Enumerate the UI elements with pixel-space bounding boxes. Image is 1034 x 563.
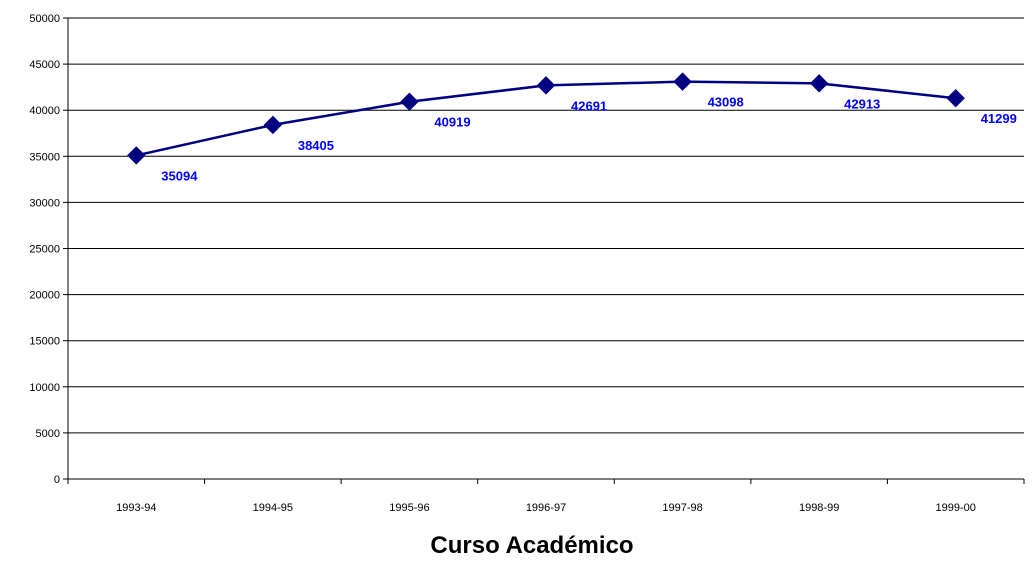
- data-point-marker: [127, 146, 146, 165]
- data-label: 43098: [708, 95, 744, 110]
- x-tick-label: 1997-98: [662, 502, 702, 514]
- x-tick-label: 1998-99: [799, 502, 839, 514]
- data-label: 38405: [298, 138, 334, 153]
- y-tick-label: 5000: [36, 428, 60, 440]
- data-point-marker: [536, 76, 556, 95]
- series: [127, 72, 965, 165]
- x-tick-labels: 1993-94 1994-95 1995-96 1996-97 1997-98 1998-…: [116, 502, 976, 514]
- y-tick-label: 15000: [29, 336, 60, 348]
- y-tick-labels: 0 5000 10000 15000 20000 25000 30000 35000 40000…: [29, 13, 60, 486]
- y-tick-label: 25000: [29, 244, 60, 256]
- y-tick-label: 45000: [29, 59, 60, 71]
- y-tick-label: 35000: [29, 151, 60, 163]
- y-tick-label: 50000: [29, 13, 60, 25]
- y-tick-label: 20000: [29, 290, 60, 302]
- data-label: 40919: [434, 115, 470, 130]
- gridlines: [68, 17, 1024, 434]
- data-labels: 35094 38405 40919 42691 43098 42913 41299: [161, 95, 1017, 184]
- x-tick-label: 1996-97: [526, 502, 566, 514]
- data-point-marker: [400, 92, 419, 111]
- x-tick-label: 1993-94: [116, 502, 156, 514]
- x-axis-title: Curso Académico: [430, 532, 633, 559]
- axes: [63, 17, 1025, 484]
- x-tick-label: 1995-96: [389, 502, 429, 514]
- data-label: 42913: [844, 96, 880, 111]
- data-label: 42691: [571, 98, 607, 113]
- x-tick-label: 1999-00: [936, 502, 976, 514]
- data-point-marker: [809, 74, 829, 93]
- x-tick-label: 1994-95: [253, 502, 293, 514]
- data-point-marker: [673, 72, 692, 91]
- y-tick-label: 30000: [29, 197, 60, 209]
- y-tick-label: 0: [54, 474, 60, 486]
- data-point-marker: [263, 115, 283, 135]
- data-label: 41299: [981, 111, 1017, 126]
- y-tick-label: 10000: [29, 382, 60, 394]
- data-label: 35094: [161, 168, 198, 183]
- data-point-marker: [946, 89, 965, 108]
- y-tick-label: 40000: [29, 105, 60, 117]
